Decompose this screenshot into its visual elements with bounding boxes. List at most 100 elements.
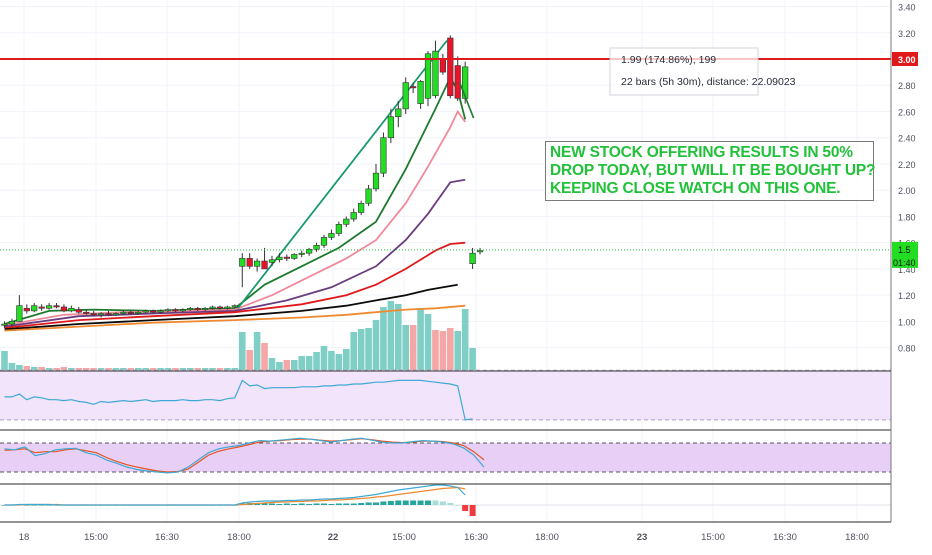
volume-bar — [469, 348, 476, 370]
volume-bar — [357, 329, 365, 370]
candle-body — [142, 310, 149, 313]
candle-body — [105, 313, 112, 316]
measure-tool[interactable]: 1.99 (174.86%), 199 22 bars (5h 30m), dis… — [458, 47, 796, 119]
macd-histogram-bar — [387, 501, 394, 505]
price-tick-label-1: 3.20 — [898, 29, 916, 39]
candle-body — [45, 305, 53, 309]
candle-body — [90, 313, 97, 316]
volume-bar — [276, 362, 283, 370]
time-tick-label-2: 16:30 — [155, 532, 179, 543]
price-tick-label-5: 2.40 — [898, 134, 916, 144]
volume-bar — [424, 314, 432, 370]
macd-histogram-bar — [447, 503, 454, 505]
candle-body — [224, 306, 231, 309]
volume-bar — [305, 356, 313, 370]
volume-bar — [82, 368, 90, 370]
volume-bar — [134, 368, 142, 370]
trend-line-segment — [237, 40, 448, 309]
annotation-box[interactable]: NEW STOCK OFFERING RESULTS IN 50% DROP T… — [545, 141, 876, 201]
volume-bar — [209, 368, 216, 370]
price-tick-label-7: 2.00 — [898, 186, 916, 196]
moving-average-line-4 — [4, 241, 466, 329]
volume-bar — [38, 367, 45, 370]
time-axis[interactable]: 18 15:00 16:30 18:00 22 15:00 16:30 18:00 23 15:0… — [19, 532, 869, 543]
price-tick-label-4: 2.60 — [898, 107, 916, 117]
volume-bar — [164, 368, 172, 370]
measure-arrow-line — [458, 82, 475, 119]
time-tick-label-5: 15:00 — [392, 532, 416, 543]
volume-bar — [365, 328, 372, 370]
volume-bar — [23, 366, 31, 370]
volume-bar — [45, 368, 53, 370]
candle-body — [179, 309, 186, 312]
last-price-tag — [892, 241, 918, 268]
volume-bar — [432, 330, 439, 370]
volume-bar — [461, 309, 469, 370]
price-axis[interactable]: 3.403.203.002.802.602.402.202.001.801.60… — [890, 0, 932, 550]
volume-bar — [372, 320, 380, 370]
candle-body — [387, 116, 394, 139]
candle-body — [335, 224, 342, 234]
candle-body — [8, 321, 16, 325]
candle-body — [75, 309, 82, 313]
volume-bar — [283, 360, 291, 370]
stoch-k-line — [4, 437, 485, 474]
candle-body — [291, 254, 298, 259]
candle-body — [1, 323, 8, 326]
volume-bar — [253, 332, 261, 370]
candle-body — [60, 306, 68, 312]
moving-averages — [4, 75, 467, 332]
trend-line[interactable] — [237, 40, 448, 309]
macd-histogram-bar — [365, 502, 372, 505]
macd-histogram-bar — [328, 504, 335, 505]
volume-bar — [127, 368, 135, 370]
candle-body — [16, 305, 23, 322]
macd-histogram-bar — [23, 505, 30, 506]
macd-histogram-bar — [454, 505, 461, 506]
volume-bar — [238, 332, 246, 370]
volume-bar — [201, 368, 209, 370]
moving-average-line-5 — [4, 283, 458, 331]
macd-histogram-bar — [380, 501, 387, 505]
candle-body — [68, 307, 75, 312]
volume-bar — [194, 368, 201, 370]
rsi-pane: 80.000040.0000 — [0, 369, 931, 427]
price-tick-label-11: 1.20 — [898, 291, 916, 301]
volume-bar — [335, 354, 343, 370]
candle-body — [97, 313, 105, 316]
candle-body — [410, 86, 417, 89]
macd-histogram-bar — [462, 505, 469, 511]
volume-bar — [30, 367, 38, 370]
annotation-line-1: NEW STOCK OFFERING RESULTS IN 50% — [550, 144, 853, 161]
time-tick-label-1: 15:00 — [84, 532, 108, 543]
measure-price-label: 1.99 (174.86%), 199 — [621, 54, 716, 66]
candle-body — [320, 237, 328, 246]
candle-body — [343, 218, 350, 225]
volume-bar — [380, 307, 387, 370]
stochastic-pane: 100.000050.0000 — [0, 427, 932, 474]
volume-bar — [261, 343, 268, 370]
candle-body — [268, 259, 276, 263]
candle-body — [261, 260, 268, 270]
volume-bar — [142, 368, 149, 370]
candle-body — [254, 260, 261, 267]
time-tick-label-11: 18:00 — [845, 532, 869, 543]
volume-bars — [1, 301, 476, 370]
candle-body — [424, 53, 432, 99]
volume-bar — [447, 328, 454, 370]
volume-bar — [439, 331, 447, 370]
candle-body — [112, 313, 120, 316]
candle-body — [402, 82, 409, 110]
volume-bar — [350, 332, 358, 370]
time-tick-label-7: 18:00 — [535, 532, 559, 543]
candle-body — [194, 307, 201, 310]
time-tick-label-0: 18 — [19, 532, 30, 543]
volume-bar — [1, 351, 8, 370]
candle-body — [246, 258, 253, 267]
last-price-label: 1.5 — [898, 245, 911, 255]
candle-body — [469, 252, 476, 264]
candle-body — [164, 309, 172, 312]
candle-body — [447, 37, 454, 97]
price-tick-label-8: 1.80 — [898, 212, 916, 222]
